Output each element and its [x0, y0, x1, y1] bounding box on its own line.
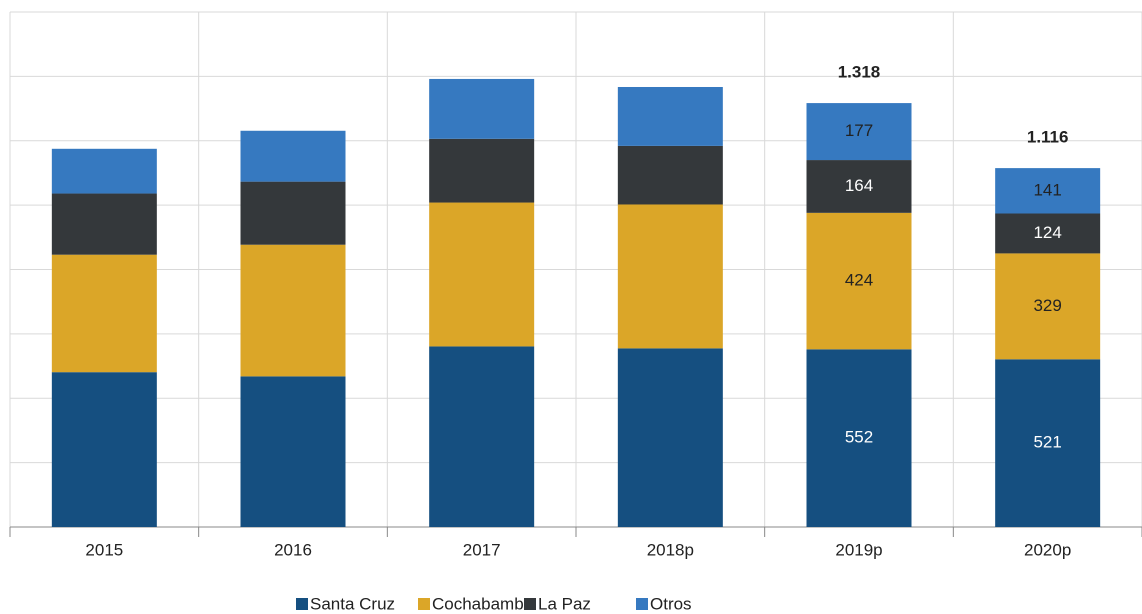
legend-swatch: [636, 598, 648, 610]
bar-segment: [806, 160, 912, 213]
bar-segment: [51, 193, 157, 255]
bar-segment: [240, 376, 346, 527]
legend-label: Santa Cruz: [310, 594, 395, 613]
legend-label: La Paz: [538, 594, 591, 613]
bar-segment: [240, 244, 346, 377]
data-label: 177: [845, 121, 873, 140]
data-label: 552: [845, 428, 873, 447]
bar-segment: [806, 349, 912, 527]
x-tick-label: 2020p: [1024, 540, 1071, 559]
bar-segment: [617, 145, 723, 205]
bar-segment: [617, 348, 723, 527]
bar-segment: [429, 138, 535, 203]
data-label: 124: [1033, 223, 1061, 242]
legend-swatch: [418, 598, 430, 610]
data-label: 329: [1033, 296, 1061, 315]
bar-segment: [806, 103, 912, 161]
legend-label: Otros: [650, 594, 692, 613]
x-tick-label: 2018p: [647, 540, 694, 559]
total-label: 1.116: [1027, 127, 1069, 146]
data-label: 141: [1033, 180, 1061, 199]
bar-segment: [995, 168, 1101, 214]
x-tick-label: 2016: [274, 540, 312, 559]
x-tick-label: 2019p: [835, 540, 882, 559]
bar-segment: [806, 212, 912, 350]
bar-segment: [995, 253, 1101, 360]
bar-segment: [995, 213, 1101, 254]
bar-segment: [51, 254, 157, 373]
bar-segment: [429, 346, 535, 527]
data-label: 521: [1033, 433, 1061, 452]
legend-swatch: [296, 598, 308, 610]
data-label: 424: [845, 271, 873, 290]
bar-segment: [995, 359, 1101, 527]
bar-segment: [617, 86, 723, 146]
bar-segment: [51, 372, 157, 527]
total-label: 1.318: [838, 62, 881, 81]
bar-segment: [240, 181, 346, 245]
legend-swatch: [524, 598, 536, 610]
bar-segment: [429, 202, 535, 347]
data-label: 164: [845, 176, 873, 195]
x-tick-label: 2017: [463, 540, 501, 559]
legend-label: Cochabamba: [432, 594, 534, 613]
bar-segment: [51, 148, 157, 194]
bar-segment: [240, 130, 346, 182]
bar-segment: [429, 78, 535, 139]
bar-segment: [617, 204, 723, 349]
x-tick-label: 2015: [85, 540, 123, 559]
